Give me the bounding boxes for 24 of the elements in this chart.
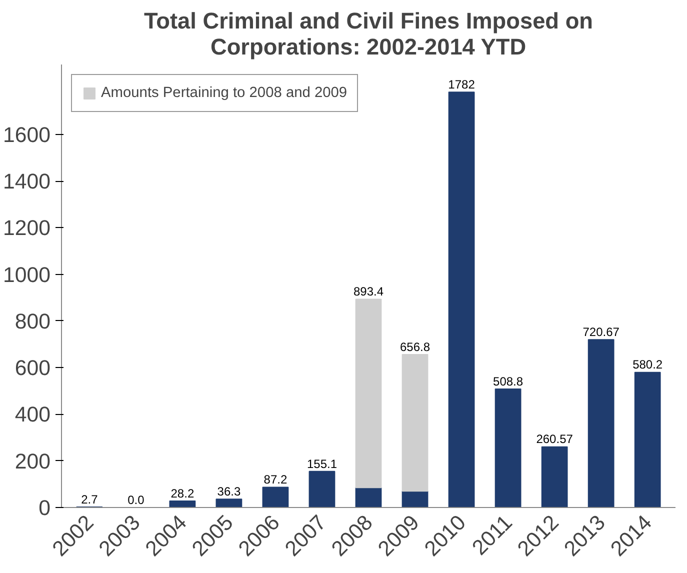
total-label: 260.57 [536,432,574,446]
y-tick-label: 0 [38,496,51,520]
total-label: 155.1 [306,456,338,471]
total-label: 508.8 [493,374,524,388]
total-label: 87.2 [264,472,288,487]
total-label: 720.67 [582,324,620,339]
total-label: 1782 [448,78,476,92]
y-tick-label: 1200 [3,216,51,240]
y-tick-label: 800 [14,309,51,334]
y-tick-label: 1000 [3,262,51,287]
total-label: 36.3 [217,484,241,499]
y-tick-label: 1400 [3,170,51,194]
chart-title: Total Criminal and Civil Fines Imposed on Corporations: 2002-2014 YTD [144,8,594,60]
y-tick-label: 600 [14,356,51,380]
total-label: 893.4 [353,284,384,299]
y-tick-label: 400 [14,402,51,427]
total-label: 2.7 [81,492,98,506]
total-label: 0.0 [128,493,145,508]
total-label: 656.8 [400,340,430,354]
y-tick-label: 200 [14,449,51,474]
legend-label: Amounts Pertaining to 2008 and 2009 [101,85,348,101]
total-label: 28.2 [170,486,194,500]
y-tick-label: 1600 [3,122,51,147]
total-label: 580.2 [632,358,663,372]
